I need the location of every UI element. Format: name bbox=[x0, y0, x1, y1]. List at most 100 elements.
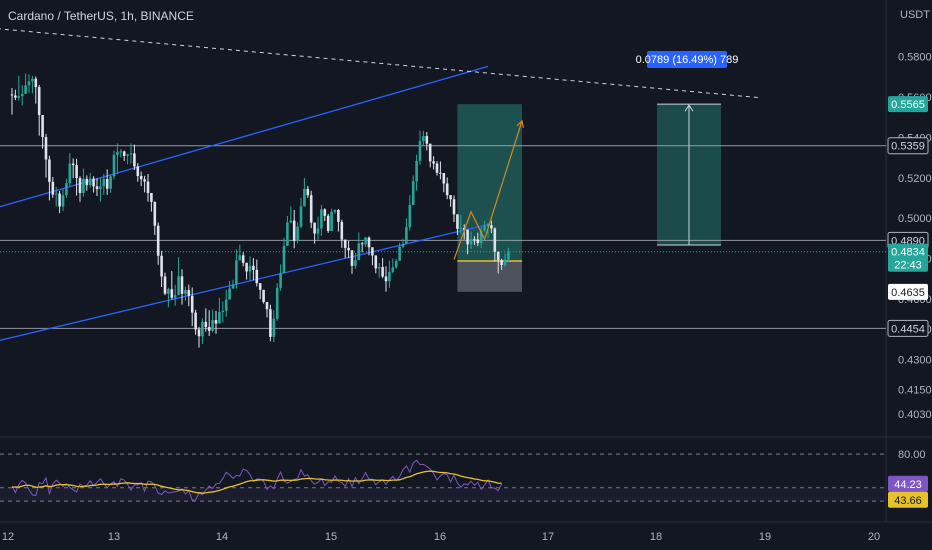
time-tick-20: 20 bbox=[868, 531, 880, 543]
candle-body bbox=[255, 269, 259, 284]
rsi-ma-bg bbox=[888, 491, 928, 508]
candle-body bbox=[126, 154, 129, 156]
level-tag-0-text: 0.5359 bbox=[891, 141, 925, 153]
trendline-long-term-resistance[interactable] bbox=[0, 13, 761, 99]
candle-body bbox=[371, 247, 374, 256]
candle-body bbox=[299, 206, 303, 227]
candle-body bbox=[320, 209, 323, 229]
rsi-ma-line bbox=[12, 470, 502, 494]
candle-body bbox=[479, 230, 483, 244]
candle-body bbox=[360, 243, 364, 245]
candle-body bbox=[272, 318, 276, 337]
stop-tag-bg bbox=[888, 283, 928, 300]
grid-lines bbox=[0, 0, 932, 522]
time-tick-12: 12 bbox=[2, 531, 14, 543]
position-zones: 0.0789 (16.49%) 789 bbox=[457, 51, 738, 292]
candle-body bbox=[61, 195, 65, 207]
candle-body bbox=[473, 239, 476, 241]
time-axis[interactable]: 12 13 14 15 16 17 18 19 20 bbox=[0, 521, 932, 543]
candle-body bbox=[150, 192, 153, 202]
time-tick-18: 18 bbox=[650, 531, 662, 543]
candle-body bbox=[507, 251, 510, 260]
candle-body bbox=[303, 188, 306, 207]
candle-body bbox=[411, 181, 415, 206]
candle-body bbox=[445, 183, 449, 196]
trendlines[interactable] bbox=[0, 13, 761, 357]
candle-body bbox=[95, 186, 99, 190]
time-tick-15: 15 bbox=[325, 531, 337, 543]
candle-body bbox=[204, 321, 208, 327]
candle-body bbox=[170, 289, 174, 298]
candle-body bbox=[500, 260, 503, 266]
candle-body bbox=[190, 295, 194, 313]
candle-body bbox=[490, 225, 493, 229]
horizontal-levels bbox=[0, 145, 886, 329]
candle-body bbox=[136, 166, 140, 177]
candle-body bbox=[163, 276, 167, 294]
candle-body bbox=[51, 181, 55, 195]
trendline-channel-lower[interactable] bbox=[0, 223, 489, 356]
candle-body bbox=[367, 237, 371, 248]
countdown-text: 22:43 bbox=[894, 260, 922, 272]
candle-body bbox=[31, 78, 34, 82]
trendline-channel-upper[interactable] bbox=[0, 65, 489, 226]
candle-body bbox=[289, 220, 293, 223]
candle-body bbox=[27, 81, 31, 86]
candle-body bbox=[218, 312, 221, 324]
candle-body bbox=[184, 290, 187, 294]
candle-body bbox=[350, 250, 354, 266]
candle-body bbox=[442, 172, 446, 184]
candle-body bbox=[252, 265, 255, 270]
candle-body bbox=[258, 283, 262, 290]
level-tag-2-bg bbox=[887, 319, 929, 337]
stop-tag: 0.4635 bbox=[888, 283, 928, 300]
candle-body bbox=[71, 163, 75, 166]
candle-body bbox=[156, 225, 160, 256]
candle-body bbox=[201, 321, 204, 337]
level-tag-2: 0.4454 bbox=[887, 319, 929, 337]
candle-body bbox=[422, 136, 425, 142]
level-tag-0-bg bbox=[887, 137, 929, 155]
candle-body bbox=[435, 163, 439, 173]
candle-body bbox=[10, 94, 14, 96]
candle-body bbox=[65, 183, 68, 196]
candle-body bbox=[207, 326, 211, 331]
candle-body bbox=[68, 163, 72, 184]
rsi-ma-tag: 43.66 bbox=[888, 491, 928, 508]
candle-body bbox=[275, 287, 279, 319]
projection-arrow-head bbox=[516, 119, 524, 128]
rsi-ma-text: 43.66 bbox=[894, 495, 922, 507]
measure-label-bg bbox=[647, 51, 727, 68]
candle-body bbox=[180, 276, 184, 294]
price-tick-10: 0.4030 bbox=[898, 409, 932, 421]
candle-body bbox=[187, 290, 191, 296]
price-tick-4: 0.5000 bbox=[898, 213, 932, 225]
candle-body bbox=[340, 221, 344, 240]
candle-body bbox=[381, 267, 384, 277]
candle-body bbox=[408, 205, 412, 228]
rsi-value-tag: 44.23 bbox=[888, 475, 928, 492]
last-price-text: 0.4834 bbox=[891, 247, 925, 259]
measure-arrow-head bbox=[684, 104, 694, 112]
symbol-title: Cardano / TetherUS, 1h, BINANCE bbox=[8, 9, 194, 23]
candle-body bbox=[333, 209, 337, 212]
candle-body bbox=[241, 255, 245, 263]
candle-body bbox=[286, 222, 289, 246]
candle-body bbox=[418, 141, 422, 161]
candle-body bbox=[269, 309, 272, 337]
rsi-value-text: 44.23 bbox=[894, 479, 922, 491]
candle-body bbox=[330, 211, 333, 231]
candle-body bbox=[296, 226, 299, 241]
rsi-pane bbox=[0, 453, 886, 502]
candle-body bbox=[58, 193, 61, 207]
candle-body bbox=[109, 176, 112, 189]
candle-body bbox=[173, 295, 177, 298]
candle-body bbox=[133, 153, 136, 167]
price-axis[interactable]: USDT0.58000.56000.54000.52000.50000.4800… bbox=[887, 9, 932, 508]
candle-body bbox=[44, 137, 48, 160]
candle-body bbox=[119, 151, 123, 153]
level-tag-2-text: 0.4454 bbox=[891, 323, 925, 335]
candle-body bbox=[99, 186, 102, 190]
